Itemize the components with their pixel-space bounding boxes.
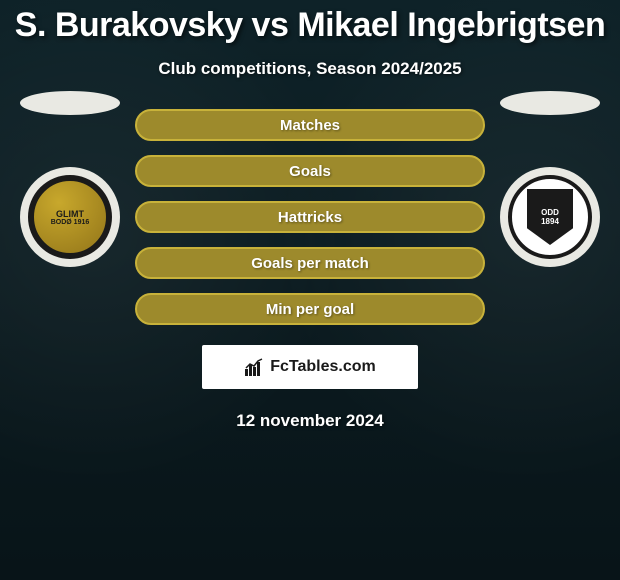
badge-inner-left: GLIMT BODØ 1916	[28, 175, 112, 259]
shield-text-top: ODD	[541, 208, 559, 217]
badge-ring-right: ODD 1894	[500, 167, 600, 267]
stat-row-min-per-goal: Min per goal	[135, 293, 485, 325]
stat-label: Goals per match	[251, 255, 369, 272]
shield-icon: ODD 1894	[527, 189, 573, 245]
stat-label: Hattricks	[278, 209, 342, 226]
brand-text: FcTables.com	[270, 358, 376, 376]
comparison-area: GLIMT BODØ 1916 ODD 1894 Matches Goal	[0, 109, 620, 431]
brand-box: FcTables.com	[202, 345, 418, 389]
badge-text-bottom: BODØ 1916	[51, 219, 90, 226]
date-label: 12 november 2024	[0, 411, 620, 431]
stat-rows: Matches Goals Hattricks Goals per match …	[135, 109, 485, 325]
stat-row-matches: Matches	[135, 109, 485, 141]
club-badge-right: ODD 1894	[500, 167, 600, 267]
shield-text-bottom: 1894	[541, 217, 559, 226]
chart-bars-icon	[244, 357, 264, 377]
badge-inner-right: ODD 1894	[508, 175, 592, 259]
badge-text-top: GLIMT	[56, 209, 84, 219]
stat-label: Min per goal	[266, 301, 354, 318]
photo-placeholder-left	[20, 91, 120, 115]
stat-label: Goals	[289, 163, 331, 180]
stat-row-goals: Goals	[135, 155, 485, 187]
infographic-card: S. Burakovsky vs Mikael Ingebrigtsen Clu…	[0, 0, 620, 431]
stat-row-hattricks: Hattricks	[135, 201, 485, 233]
club-badge-left: GLIMT BODØ 1916	[20, 167, 120, 267]
page-title: S. Burakovsky vs Mikael Ingebrigtsen	[0, 6, 620, 45]
stat-label: Matches	[280, 117, 340, 134]
subtitle: Club competitions, Season 2024/2025	[0, 59, 620, 79]
badge-ring-left: GLIMT BODØ 1916	[20, 167, 120, 267]
photo-placeholder-right	[500, 91, 600, 115]
stat-row-goals-per-match: Goals per match	[135, 247, 485, 279]
